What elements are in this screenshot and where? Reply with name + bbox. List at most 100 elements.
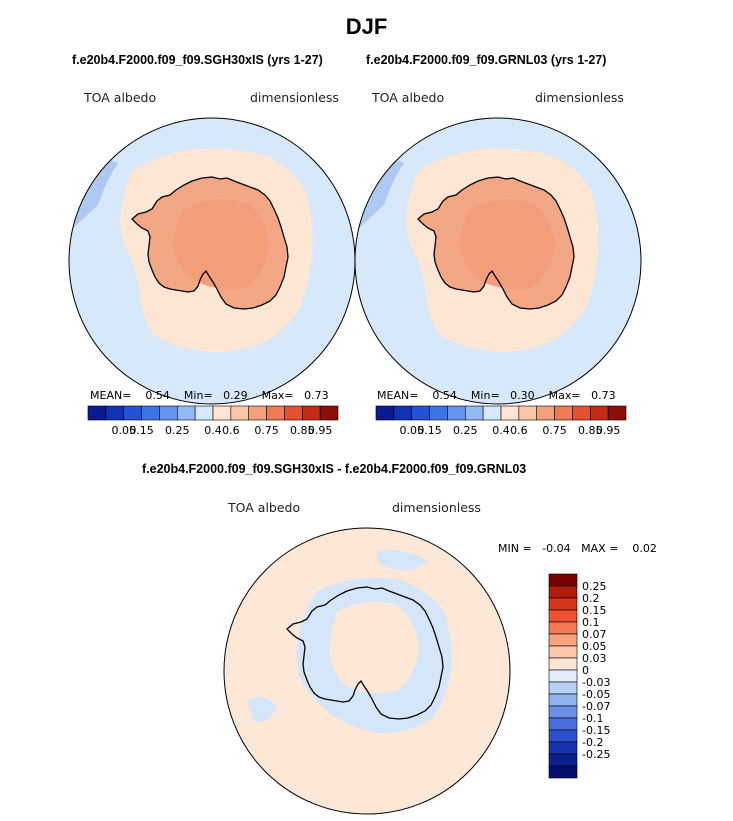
ice-sheet-interior <box>173 199 269 290</box>
coastline <box>417 176 575 310</box>
colorbar-swatch <box>554 405 573 421</box>
diff-min-label: MIN = <box>498 542 532 555</box>
map-boundary <box>354 117 642 405</box>
diff-colorbar: 0.250.20.150.10.070.050.030-0.03-0.05-0.… <box>548 573 610 779</box>
colorbar-tick-label: -0.25 <box>582 748 610 761</box>
panel2-max-value: 0.73 <box>591 389 616 402</box>
colorbar-tick-label: 0.05 <box>111 424 136 437</box>
colorbar-swatch <box>548 705 578 719</box>
panel2-min-label: Min= <box>470 389 500 402</box>
colorbar-swatch <box>572 405 591 421</box>
colorbar-swatch <box>284 405 303 421</box>
colorbar-tick-label: 0.85 <box>290 424 315 437</box>
colorbar-swatch <box>548 681 578 695</box>
colorbar-tick-label: -0.05 <box>582 688 610 701</box>
panel1-max-value: 0.73 <box>304 389 329 402</box>
colorbar-swatch <box>319 405 339 421</box>
colorbar-tick-label: -0.07 <box>582 700 610 713</box>
panel2-max-label: Max= <box>548 389 581 402</box>
diff-polar-map <box>223 527 511 815</box>
panel1-max-label: Max= <box>261 389 294 402</box>
panel2-units-label: dimensionless <box>535 90 624 105</box>
colorbar-swatch <box>393 405 413 421</box>
panel1-min-value: 0.29 <box>223 389 248 402</box>
panel2-mean-value: 0.54 <box>432 389 457 402</box>
colorbar-tick-label: 0.03 <box>582 652 607 665</box>
colorbar-swatch <box>589 405 609 421</box>
colorbar-swatch <box>447 405 466 421</box>
colorbar-swatch <box>548 609 578 623</box>
panel1-stats: MEAN= 0.54 Min= 0.29 Max= 0.73 <box>90 389 329 402</box>
colorbar-swatch <box>548 645 578 659</box>
colorbar-swatch <box>375 405 395 421</box>
colorbar-tick-label: 0.6 <box>222 424 240 437</box>
colorbar-swatch <box>411 405 430 421</box>
diff-max-label: MAX = <box>581 542 619 555</box>
colorbar-tick-label: 0.6 <box>510 424 528 437</box>
negative-difference-patch <box>247 697 277 722</box>
colorbar-swatch <box>607 405 627 421</box>
colorbar-swatch <box>548 741 578 755</box>
coastline <box>286 586 444 720</box>
colorbar-swatch <box>212 405 232 421</box>
panel2-min-value: 0.30 <box>510 389 535 402</box>
colorbar-tick-label: 0.75 <box>254 424 278 437</box>
colorbar-tick-label: 0.25 <box>453 424 478 437</box>
colorbar-swatch <box>548 753 578 767</box>
colorbar-swatch <box>548 573 578 587</box>
colorbar-tick-label: 0.4 <box>204 424 222 437</box>
panel1-polar-map <box>68 117 356 405</box>
colorbar-swatch <box>548 729 578 743</box>
panel1-case-label: f.e20b4.F2000.f09_f09.SGH30xIS (yrs 1-27… <box>72 53 323 67</box>
panel1-units-label: dimensionless <box>250 90 339 105</box>
colorbar-tick-label: 0.95 <box>596 424 621 437</box>
colorbar-tick-label: 0.15 <box>582 604 607 617</box>
colorbar-tick-label: -0.03 <box>582 676 610 689</box>
low-albedo-patch <box>356 159 404 231</box>
panel2-stats: MEAN= 0.54 Min= 0.30 Max= 0.73 <box>377 389 616 402</box>
colorbar-tick-label: 0.15 <box>129 424 154 437</box>
colorbar-tick-label: 0.4 <box>492 424 510 437</box>
colorbar-swatch <box>248 405 267 421</box>
colorbar-swatch <box>548 633 578 647</box>
map-fill-layer <box>224 528 510 814</box>
colorbar-swatch <box>548 585 578 599</box>
colorbar-swatch <box>482 405 502 421</box>
colorbar-swatch <box>429 405 448 421</box>
colorbar-swatch <box>464 405 484 421</box>
colorbar-swatch <box>176 405 196 421</box>
diff-units-label: dimensionless <box>392 500 481 515</box>
colorbar-swatch <box>548 717 578 731</box>
colorbar-tick-label: 0 <box>582 664 589 677</box>
colorbar-tick-label: 0.85 <box>578 424 603 437</box>
colorbar-tick-label: -0.2 <box>582 736 603 749</box>
diff-stats: MIN = -0.04 MAX = 0.02 <box>498 542 657 555</box>
colorbar-tick-label: 0.07 <box>582 628 607 641</box>
figure-title: DJF <box>345 14 388 39</box>
colorbar-swatch <box>548 693 578 707</box>
colorbar-swatch <box>105 405 125 421</box>
colorbar-tick-label: -0.15 <box>582 724 610 737</box>
panel1-variable-label: TOA albedo <box>84 90 157 105</box>
colorbar-swatch <box>87 405 107 421</box>
colorbar-swatch <box>194 405 214 421</box>
colorbar-tick-label: 0.1 <box>582 616 600 629</box>
colorbar-swatch <box>230 405 250 421</box>
colorbar-swatch <box>500 405 520 421</box>
colorbar-swatch <box>266 405 285 421</box>
panel2-polar-map <box>354 117 642 405</box>
diff-case-label: f.e20b4.F2000.f09_f09.SGH30xIS - f.e20b4… <box>142 462 527 476</box>
panel2-colorbar: 0.050.15 0.25 0.4 0.6 0.75 0.850.95 <box>375 405 627 437</box>
colorbar-tick-label: 0.25 <box>165 424 190 437</box>
colorbar-swatch <box>536 405 555 421</box>
colorbar-swatch <box>548 669 578 683</box>
colorbar-swatch <box>548 657 578 671</box>
colorbar-tick-label: -0.1 <box>582 712 603 725</box>
colorbar-swatch <box>548 597 578 611</box>
colorbar-swatch <box>301 405 321 421</box>
colorbar-tick-label: 0.05 <box>582 640 607 653</box>
colorbar-swatch <box>123 405 142 421</box>
colorbar-tick-label: 0.95 <box>308 424 333 437</box>
panel2-mean-label: MEAN= <box>377 389 419 402</box>
panel1-mean-label: MEAN= <box>90 389 132 402</box>
